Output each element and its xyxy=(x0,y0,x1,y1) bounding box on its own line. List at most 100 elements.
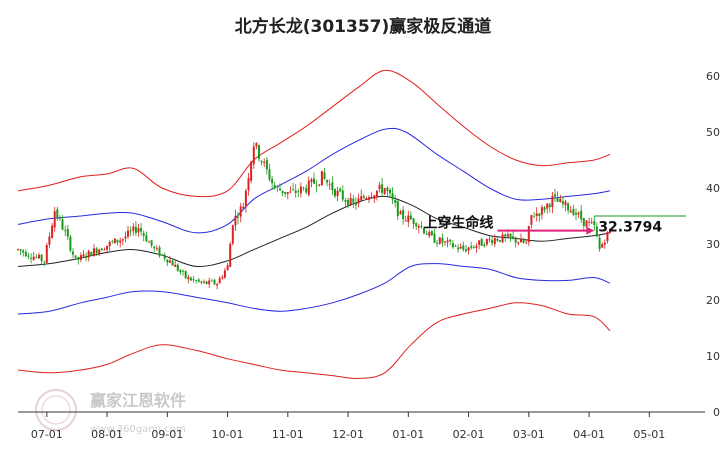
candle-body xyxy=(40,254,43,261)
candle-body xyxy=(64,230,67,232)
candle-body xyxy=(145,235,148,242)
candle-body xyxy=(430,231,433,236)
svg-text:www.360gann.com: www.360gann.com xyxy=(90,424,186,435)
candle-body xyxy=(100,248,103,251)
x-tick-label: 09-01 xyxy=(151,428,183,441)
candle-body xyxy=(567,203,570,211)
candle-body xyxy=(543,207,546,211)
candle-body xyxy=(514,237,517,243)
candle-body xyxy=(260,160,263,163)
candle-body xyxy=(357,198,360,204)
inner-upper-band xyxy=(17,127,611,234)
candle-body xyxy=(195,280,198,281)
candle-body xyxy=(19,249,22,251)
candle-body xyxy=(375,190,378,197)
candle-body xyxy=(210,280,213,282)
candle-body xyxy=(239,206,242,217)
candle-body xyxy=(609,229,611,233)
x-tick-label: 05-01 xyxy=(633,428,665,441)
candle-body xyxy=(51,225,54,238)
y-tick-label: 40 xyxy=(706,182,720,195)
candle-body xyxy=(161,254,164,256)
candle-body xyxy=(140,228,143,232)
candle-body xyxy=(577,212,580,215)
candle-body xyxy=(284,192,287,194)
candle-body xyxy=(588,221,591,223)
candle-body xyxy=(407,215,410,223)
candle-body xyxy=(341,190,344,200)
candle-body xyxy=(352,198,355,203)
candle-body xyxy=(499,240,501,242)
candle-body xyxy=(383,188,386,194)
candle-body xyxy=(310,179,313,183)
candle-body xyxy=(551,195,554,208)
candle-body xyxy=(184,270,187,279)
candle-body xyxy=(38,254,40,259)
candle-body xyxy=(113,238,116,244)
candle-body xyxy=(520,238,522,243)
candle-body xyxy=(606,231,609,242)
candle-body xyxy=(27,255,30,257)
candle-body xyxy=(127,230,129,237)
svg-text:赢家江恩软件: 赢家江恩软件 xyxy=(90,391,186,410)
candle-body xyxy=(74,255,77,258)
candle-body xyxy=(305,188,308,193)
candle-body xyxy=(189,277,192,281)
candle-body xyxy=(153,246,156,249)
candle-body xyxy=(595,226,598,237)
candle-body xyxy=(48,236,51,245)
candle-body xyxy=(585,220,588,227)
candle-body xyxy=(344,200,347,202)
candle-body xyxy=(572,209,575,215)
candle-body xyxy=(205,281,208,284)
candle-body xyxy=(30,257,33,259)
candle-body xyxy=(485,239,488,245)
candle-body xyxy=(302,187,305,189)
candle-body xyxy=(559,199,562,203)
candle-body xyxy=(339,188,342,192)
candle-body xyxy=(32,256,35,260)
candle-body xyxy=(582,218,585,226)
candle-body xyxy=(415,223,418,227)
annotation: 上穿生命线 32.3794 xyxy=(423,215,662,236)
candle-body xyxy=(402,210,405,220)
candle-body xyxy=(87,250,90,258)
candle-body xyxy=(82,254,85,257)
inner-lower-band xyxy=(17,263,611,315)
candle-body xyxy=(244,190,247,207)
candle-body xyxy=(564,201,567,206)
candle-body xyxy=(349,198,352,205)
candle-body xyxy=(192,279,195,281)
candle-body xyxy=(299,186,302,194)
candle-body xyxy=(362,196,365,198)
candle-body xyxy=(530,215,533,225)
candle-body xyxy=(121,239,124,241)
candle-body xyxy=(436,243,439,244)
candle-body xyxy=(459,246,462,249)
candle-body xyxy=(229,244,232,267)
candle-body xyxy=(134,226,137,233)
candle-body xyxy=(166,259,169,263)
candle-body xyxy=(95,248,98,254)
candle-body xyxy=(472,247,475,248)
channel-bands xyxy=(17,69,611,379)
candle-body xyxy=(307,180,310,195)
candle-body xyxy=(601,244,604,248)
candle-body xyxy=(365,198,368,199)
candle-body xyxy=(331,182,334,191)
candle-body xyxy=(386,187,389,191)
candle-body xyxy=(53,211,56,228)
candle-body xyxy=(546,203,549,209)
outer-upper-band xyxy=(17,69,611,198)
candle-body xyxy=(389,190,391,194)
candle-body xyxy=(35,257,38,258)
candle-body xyxy=(467,247,470,251)
candle-body xyxy=(255,143,258,147)
candle-body xyxy=(488,239,491,241)
candle-body xyxy=(242,206,245,209)
candle-body xyxy=(580,210,583,220)
candle-body xyxy=(428,231,431,236)
candle-body xyxy=(158,247,161,256)
candle-body xyxy=(535,213,538,216)
